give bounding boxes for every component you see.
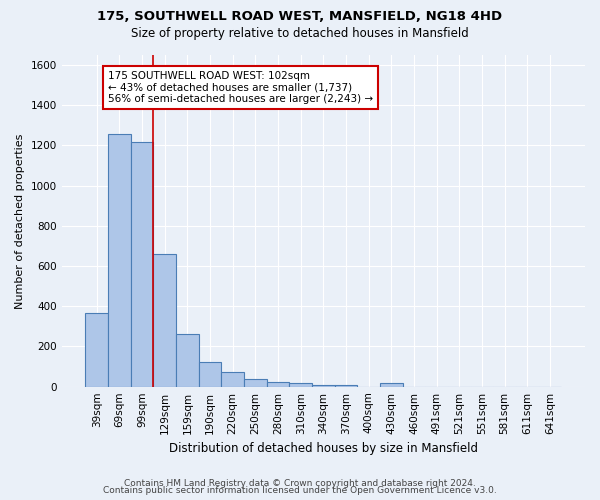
Bar: [108, 134, 131, 386]
Text: Contains HM Land Registry data © Crown copyright and database right 2024.: Contains HM Land Registry data © Crown c…: [124, 478, 476, 488]
Text: 175, SOUTHWELL ROAD WEST, MANSFIELD, NG18 4HD: 175, SOUTHWELL ROAD WEST, MANSFIELD, NG1…: [97, 10, 503, 23]
Bar: [289, 384, 312, 386]
Text: 175 SOUTHWELL ROAD WEST: 102sqm
← 43% of detached houses are smaller (1,737)
56%: 175 SOUTHWELL ROAD WEST: 102sqm ← 43% of…: [108, 71, 373, 104]
Bar: [199, 362, 221, 386]
X-axis label: Distribution of detached houses by size in Mansfield: Distribution of detached houses by size …: [169, 442, 478, 455]
Bar: [266, 382, 289, 386]
Bar: [380, 383, 403, 386]
Bar: [176, 334, 199, 386]
Bar: [85, 314, 108, 386]
Bar: [154, 254, 176, 386]
Text: Size of property relative to detached houses in Mansfield: Size of property relative to detached ho…: [131, 28, 469, 40]
Y-axis label: Number of detached properties: Number of detached properties: [15, 133, 25, 308]
Bar: [312, 384, 335, 386]
Bar: [131, 142, 154, 386]
Bar: [221, 372, 244, 386]
Text: Contains public sector information licensed under the Open Government Licence v3: Contains public sector information licen…: [103, 486, 497, 495]
Bar: [244, 379, 266, 386]
